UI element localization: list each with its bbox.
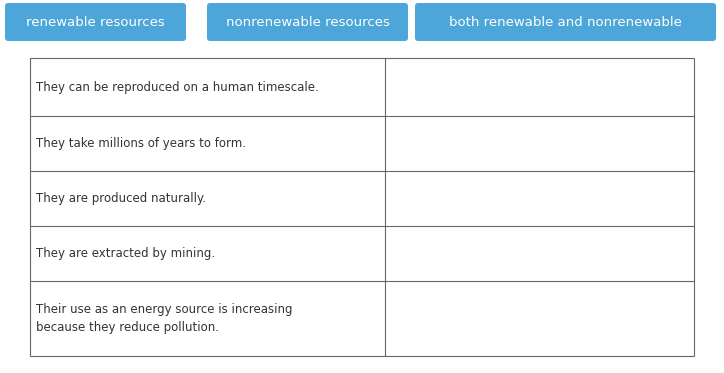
Text: They are extracted by mining.: They are extracted by mining. — [36, 247, 215, 260]
Text: both renewable and nonrenewable: both renewable and nonrenewable — [449, 16, 682, 28]
Text: Their use as an energy source is increasing
because they reduce pollution.: Their use as an energy source is increas… — [36, 303, 292, 335]
FancyBboxPatch shape — [415, 3, 716, 41]
Text: They are produced naturally.: They are produced naturally. — [36, 192, 206, 205]
Text: They take millions of years to form.: They take millions of years to form. — [36, 137, 246, 150]
Text: renewable resources: renewable resources — [26, 16, 165, 28]
FancyBboxPatch shape — [207, 3, 408, 41]
FancyBboxPatch shape — [5, 3, 186, 41]
Text: nonrenewable resources: nonrenewable resources — [226, 16, 390, 28]
Bar — [30, 58, 694, 356]
Text: They can be reproduced on a human timescale.: They can be reproduced on a human timesc… — [36, 81, 319, 94]
